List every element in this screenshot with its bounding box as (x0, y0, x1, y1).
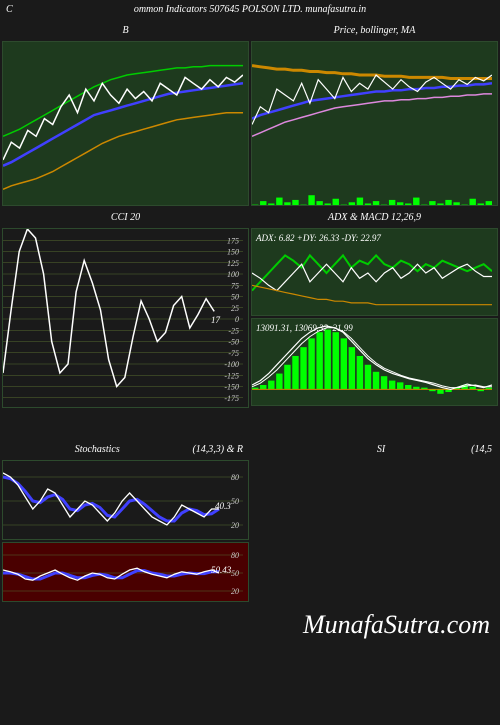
stoch-lower-chart: 80 50 20 50.43 (2, 542, 249, 602)
svg-text:50.43: 50.43 (211, 565, 232, 575)
svg-text:50: 50 (231, 497, 239, 506)
svg-text:40.3: 40.3 (215, 501, 231, 511)
price-ma-panel: Price, bollinger, MA (251, 21, 498, 206)
rsi-title-right: (14,5 (471, 444, 492, 455)
svg-text:-125: -125 (224, 371, 239, 380)
svg-text:100: 100 (227, 270, 239, 279)
chart-grid: B Price, bollinger, MA CCI 20 1751501251… (0, 19, 500, 604)
svg-text:50: 50 (231, 293, 239, 302)
svg-text:150: 150 (227, 248, 239, 257)
macd-chart: 13091.31, 13069.32, 21.99 (251, 318, 498, 406)
svg-text:-50: -50 (228, 338, 239, 347)
header-title: ommon Indicators 507645 POLSON LTD. muna… (134, 4, 366, 15)
svg-text:20: 20 (231, 587, 239, 596)
price-ma-title: Price, bollinger, MA (251, 21, 498, 41)
svg-text:-150: -150 (224, 383, 239, 392)
svg-text:13091.31, 13069.32, 21.99: 13091.31, 13069.32, 21.99 (256, 323, 353, 333)
svg-text:80: 80 (231, 473, 239, 482)
svg-text:17: 17 (211, 315, 221, 325)
adx-macd-title: ADX & MACD 12,26,9 (251, 208, 498, 228)
svg-text:-25: -25 (228, 326, 239, 335)
stoch-upper-chart: 80 50 20 40.3 (2, 460, 249, 540)
adx-chart: ADX: 6.82 +DY: 26.33 -DY: 22.97 (251, 228, 498, 316)
svg-text:80: 80 (231, 551, 239, 560)
svg-text:ADX: 6.82 +DY: 26.33 -DY: 22.: ADX: 6.82 +DY: 26.33 -DY: 22.97 (255, 233, 381, 243)
svg-text:-100: -100 (224, 360, 239, 369)
watermark-text: MunafaSutra.com (303, 610, 490, 640)
stochastics-title: Stochastics (14,3,3) & R (2, 440, 249, 460)
cci-title: CCI 20 (2, 208, 249, 228)
svg-text:0: 0 (235, 315, 239, 324)
svg-text:25: 25 (231, 304, 239, 313)
rsi-title-left: SI (377, 444, 385, 455)
cci-chart: 175 150 125 100 75 50 25 0 -25 -50 -75 -100 -125 -150… (2, 228, 249, 408)
svg-text:-175: -175 (224, 394, 239, 403)
cci-panel: CCI 20 175 150 125 100 75 50 25 0 -25 -50 -75 -100 -… (2, 208, 249, 408)
stoch-title-left: Stochastics (75, 444, 120, 455)
svg-text:75: 75 (231, 281, 239, 290)
bollinger-panel: B (2, 21, 249, 206)
svg-text:-75: -75 (228, 349, 239, 358)
stoch-title-mid: (14,3,3) & R (192, 444, 243, 455)
svg-text:50: 50 (231, 569, 239, 578)
rsi-panel: SI (14,5 (251, 440, 498, 602)
bollinger-title: B (2, 21, 249, 41)
page-header: C ommon Indicators 507645 POLSON LTD. mu… (0, 0, 500, 19)
adx-macd-panel: ADX & MACD 12,26,9 ADX: 6.82 +DY: 26.33 … (251, 208, 498, 408)
svg-text:125: 125 (227, 259, 239, 268)
svg-text:175: 175 (227, 236, 239, 245)
stochastics-panel: Stochastics (14,3,3) & R 80 50 20 40.3 80 50… (2, 440, 249, 602)
header-left-char: C (6, 4, 13, 15)
price-ma-chart (251, 41, 498, 206)
rsi-title: SI (14,5 (251, 440, 498, 460)
svg-text:20: 20 (231, 521, 239, 530)
bollinger-chart (2, 41, 249, 206)
